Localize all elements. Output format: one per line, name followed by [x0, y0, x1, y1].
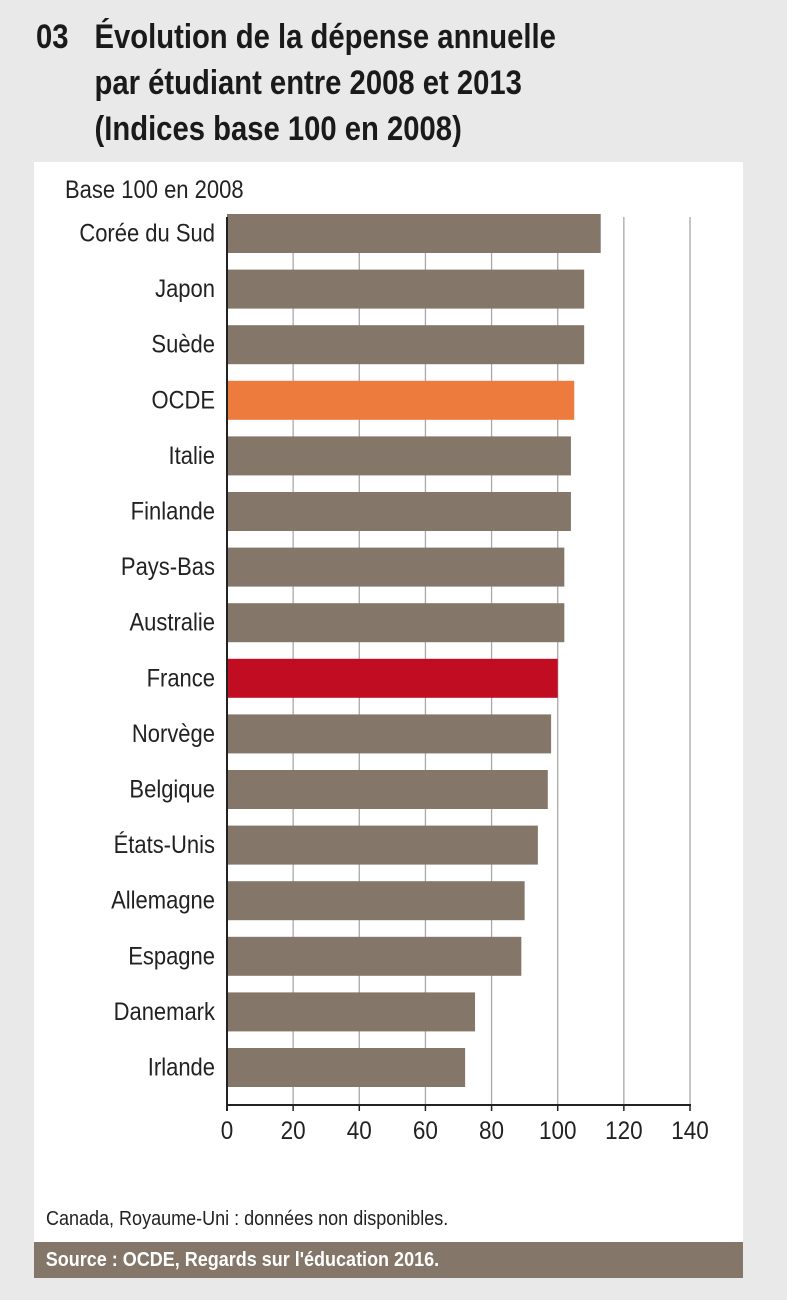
- bar-9: [227, 714, 552, 754]
- bar-12: [227, 881, 525, 921]
- bar-10: [227, 770, 548, 809]
- bar-15: [227, 1048, 466, 1087]
- x-tick-label-40: 40: [347, 1117, 372, 1145]
- x-tick-label-140: 140: [671, 1117, 709, 1145]
- bar-8: [227, 658, 558, 698]
- x-tick-label-60: 60: [413, 1117, 438, 1145]
- category-label-12: Allemagne: [111, 886, 215, 914]
- bar-6: [227, 547, 565, 587]
- chart-number: 03: [36, 18, 69, 56]
- bar-13: [227, 936, 522, 976]
- chart-note: Canada, Royaume-Uni : données non dispon…: [46, 1208, 449, 1230]
- chart-title-line-2: par étudiant entre 2008 et 2013: [94, 64, 522, 102]
- x-tick-label-120: 120: [605, 1117, 643, 1145]
- category-label-13: Espagne: [128, 942, 215, 970]
- category-label-14: Danemark: [114, 998, 216, 1026]
- x-tick-label-100: 100: [539, 1117, 577, 1145]
- category-label-4: Italie: [169, 442, 215, 470]
- bar-14: [227, 992, 476, 1032]
- x-tick-label-20: 20: [281, 1117, 306, 1145]
- bar-0: [227, 214, 601, 253]
- bar-1: [227, 269, 585, 309]
- chart-title: Évolution de la dépense annuelle par étu…: [94, 14, 644, 152]
- bar-11: [227, 825, 538, 865]
- x-tick-label-80: 80: [479, 1117, 504, 1145]
- category-label-2: Suède: [151, 330, 215, 358]
- category-label-9: Norvège: [132, 720, 215, 748]
- category-label-6: Pays-Bas: [121, 553, 215, 581]
- bar-3: [227, 380, 575, 420]
- chart-title-line-3: (Indices base 100 en 2008): [94, 110, 462, 148]
- category-label-3: OCDE: [151, 386, 215, 414]
- category-label-1: Japon: [155, 275, 215, 303]
- source-text: Source : OCDE, Regards sur l'éducation 2…: [45, 1249, 440, 1271]
- category-label-15: Irlande: [148, 1053, 215, 1081]
- category-label-8: France: [147, 664, 215, 692]
- x-tick-label-0: 0: [221, 1117, 234, 1145]
- chart-panel: Base 100 en 2008 Corée du Sud Japon Suède O…: [34, 162, 743, 1242]
- bar-chart: Corée du Sud Japon Suède OCDE Italie Finlande…: [79, 214, 709, 1145]
- source-bar: Source : OCDE, Regards sur l'éducation 2…: [34, 1242, 743, 1278]
- bar-5: [227, 492, 571, 531]
- unit-label: Base 100 en 2008: [65, 176, 244, 204]
- category-label-0: Corée du Sud: [79, 219, 215, 247]
- category-label-5: Finlande: [131, 497, 215, 525]
- chart-title-line-1: Évolution de la dépense annuelle: [94, 18, 556, 56]
- category-label-10: Belgique: [129, 775, 215, 803]
- bar-7: [227, 603, 565, 643]
- category-label-11: États-Unis: [114, 831, 215, 859]
- category-label-7: Australie: [129, 608, 215, 636]
- bar-2: [227, 325, 585, 365]
- bar-4: [227, 436, 571, 476]
